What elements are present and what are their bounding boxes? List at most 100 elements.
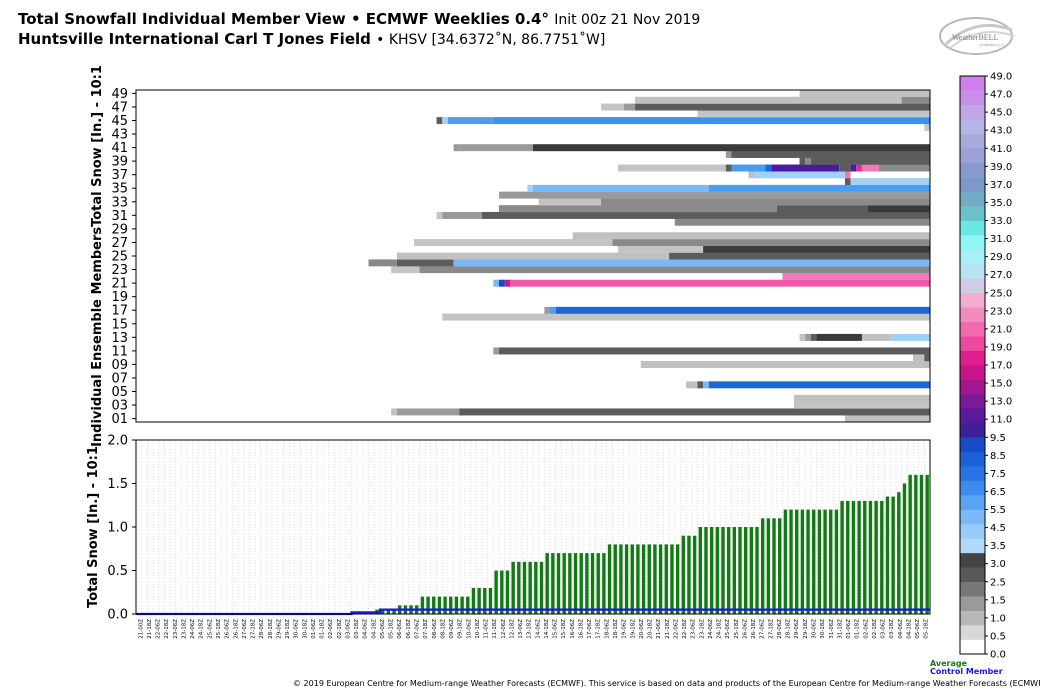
bar-grid bbox=[135, 440, 931, 614]
member-40-snow-segment bbox=[725, 150, 732, 158]
member-35-snow-segment bbox=[527, 184, 533, 192]
title-main: Total Snowfall Individual Member View • … bbox=[18, 10, 542, 28]
average-bars bbox=[352, 474, 929, 614]
average-bar bbox=[636, 544, 640, 614]
bar-y-tick-label: 0.0 bbox=[107, 608, 128, 623]
member-tick-label: 09 bbox=[111, 358, 128, 373]
member-10-snow-segment bbox=[912, 354, 925, 362]
member-6-snow-segment bbox=[697, 381, 704, 389]
member-27-snow-segment bbox=[612, 239, 930, 247]
average-bar bbox=[670, 544, 674, 614]
heatmap-y-axis-title: Individual Ensemble MembersTotal Snow [I… bbox=[90, 65, 105, 447]
colorbar-label: 43.0 bbox=[990, 126, 1012, 137]
weatherbell-logo: WeatherBELL Analytics LLC bbox=[936, 14, 1020, 60]
colorbar-swatch bbox=[960, 292, 985, 308]
time-axis-label: 28-06Z bbox=[777, 619, 783, 639]
time-axis-label: 16-18Z bbox=[579, 619, 585, 639]
colorbar-swatch bbox=[960, 191, 985, 207]
member-6-snow-segment bbox=[686, 381, 698, 389]
chart-title: Total Snowfall Individual Member View • … bbox=[18, 10, 700, 28]
average-bar bbox=[778, 518, 782, 614]
colorbar-label: 41.0 bbox=[990, 144, 1012, 155]
average-bar bbox=[579, 553, 583, 614]
average-bar bbox=[715, 527, 720, 614]
member-1-snow-segment bbox=[844, 415, 930, 423]
average-bar bbox=[919, 474, 924, 614]
member-48-snow-segment bbox=[901, 96, 930, 104]
member-27-snow-segment bbox=[413, 239, 613, 247]
colorbar-label: 3.0 bbox=[990, 559, 1006, 570]
time-axis-label: 10-06Z bbox=[466, 619, 472, 639]
time-axis-label: 05-18Z bbox=[389, 619, 395, 639]
time-axis-label: 02-18Z bbox=[872, 619, 878, 639]
average-bar bbox=[488, 587, 493, 614]
colorbar-swatch bbox=[960, 162, 985, 178]
colorbar-swatch bbox=[960, 206, 985, 221]
member-tick-label: 37 bbox=[111, 168, 128, 183]
member-13-snow-segment bbox=[890, 333, 930, 341]
colorbar-label: 49.0 bbox=[990, 72, 1012, 83]
average-bar bbox=[539, 561, 544, 614]
member-41-snow-segment bbox=[533, 144, 930, 152]
colorbar-label: 23.0 bbox=[990, 306, 1012, 317]
average-bar bbox=[789, 509, 793, 614]
member-35-snow-segment bbox=[533, 184, 709, 192]
colorbar-swatch bbox=[960, 437, 985, 452]
time-axis-label: 14-18Z bbox=[544, 619, 550, 639]
time-axis-label: 26-06Z bbox=[225, 619, 231, 639]
time-axis-label: 24-18Z bbox=[199, 619, 205, 639]
colorbar-label: 9.5 bbox=[990, 433, 1006, 444]
time-axis-label: 29-18Z bbox=[803, 619, 809, 639]
member-37-snow-segment bbox=[748, 171, 755, 179]
time-axis-label: 29-06Z bbox=[276, 619, 282, 639]
colorbar-label: 1.5 bbox=[990, 595, 1006, 606]
average-bar bbox=[568, 553, 572, 614]
colorbar-swatch bbox=[960, 104, 985, 120]
average-bar bbox=[891, 496, 895, 614]
time-axis-label: 26-18Z bbox=[233, 619, 239, 639]
time-axis-label: 28-06Z bbox=[259, 619, 265, 639]
member-32-snow-segment bbox=[498, 205, 777, 213]
member-40-snow-segment bbox=[731, 150, 930, 158]
average-bar bbox=[704, 527, 708, 614]
colorbar-swatch bbox=[960, 234, 985, 250]
average-bar bbox=[880, 500, 884, 614]
time-axis-label: 04-06Z bbox=[363, 619, 369, 639]
time-axis-label: 25-06Z bbox=[207, 619, 213, 639]
time-axis-label: 22-06Z bbox=[156, 619, 162, 639]
time-axis-label: 10-18Z bbox=[475, 619, 481, 639]
average-bar bbox=[454, 596, 459, 614]
time-axis-label: 16-06Z bbox=[570, 619, 576, 639]
member-tick-label: 15 bbox=[111, 317, 128, 332]
time-axis-label: 21-18Z bbox=[665, 619, 671, 639]
colorbar-label: 29.0 bbox=[990, 252, 1012, 263]
average-bar bbox=[755, 527, 759, 614]
time-axis-label: 12-06Z bbox=[501, 619, 507, 639]
time-axis-label: 19-18Z bbox=[630, 619, 636, 639]
member-10-snow-segment bbox=[924, 354, 930, 362]
member-tick-label: 03 bbox=[111, 399, 128, 414]
member-41-snow-segment bbox=[459, 144, 533, 152]
member-33-snow-segment bbox=[538, 198, 602, 206]
member-11-snow-segment bbox=[498, 347, 930, 355]
colorbar-swatch bbox=[960, 148, 985, 163]
colorbar-swatch bbox=[960, 119, 985, 135]
time-axis-label: 23-18Z bbox=[699, 619, 705, 639]
time-axis-label: 31-18Z bbox=[837, 619, 843, 639]
station-info: • KHSV [34.6372˚N, 86.7751˚W] bbox=[376, 32, 606, 48]
colorbar-swatch bbox=[960, 263, 985, 279]
member-49-snow-segment bbox=[799, 90, 930, 97]
average-bar bbox=[505, 570, 510, 614]
average-bar bbox=[812, 509, 816, 614]
member-13-snow-segment bbox=[810, 333, 817, 341]
time-axis-label: 15-18Z bbox=[561, 619, 567, 639]
average-bar bbox=[471, 587, 476, 614]
average-bar bbox=[772, 518, 776, 614]
average-bar bbox=[829, 509, 833, 614]
member-tick-label: 17 bbox=[111, 304, 128, 319]
member-39-snow-segment bbox=[810, 157, 930, 165]
member-tick-label: 25 bbox=[111, 250, 128, 265]
member-tick-label: 31 bbox=[111, 209, 128, 224]
colorbar-swatch bbox=[960, 408, 985, 424]
time-axis-label: 23-06Z bbox=[691, 619, 697, 639]
